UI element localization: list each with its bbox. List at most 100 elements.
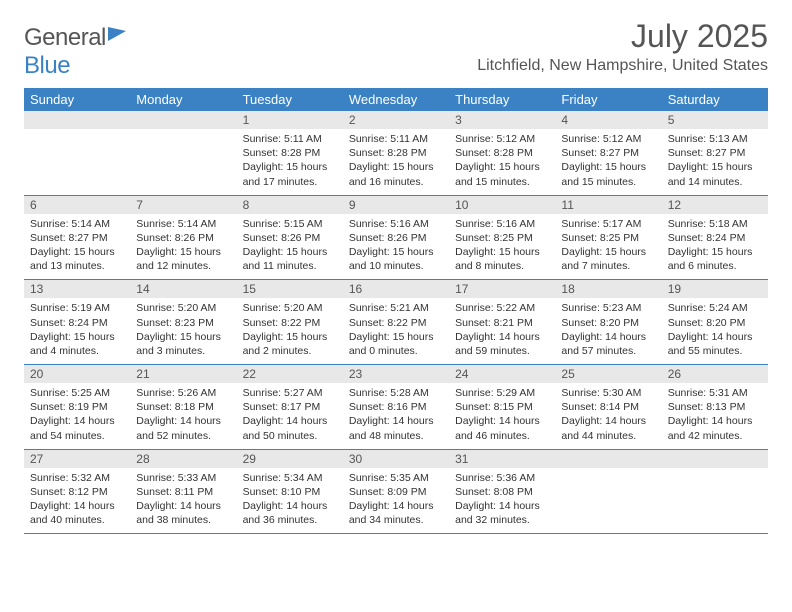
daylight-text: Daylight: 14 hours and 50 minutes. bbox=[243, 414, 337, 442]
sunrise-text: Sunrise: 5:19 AM bbox=[30, 301, 124, 315]
daylight-text: Daylight: 15 hours and 4 minutes. bbox=[30, 330, 124, 358]
calendar-week: 27 Sunrise: 5:32 AMSunset: 8:12 PMDayligh… bbox=[24, 449, 768, 534]
calendar-day: 24Sunrise: 5:29 AMSunset: 8:15 PMDayligh… bbox=[449, 365, 555, 450]
daylight-text: Daylight: 14 hours and 55 minutes. bbox=[668, 330, 762, 358]
sunrise-text: Sunrise: 5:16 AM bbox=[455, 217, 549, 231]
daylight-text: Daylight: 15 hours and 2 minutes. bbox=[243, 330, 337, 358]
day-number: 27 bbox=[24, 450, 130, 468]
daylight-text: Daylight: 15 hours and 17 minutes. bbox=[243, 160, 337, 188]
day-number: 19 bbox=[662, 280, 768, 298]
sunrise-text: Sunrise: 5:31 AM bbox=[668, 386, 762, 400]
day-number: 25 bbox=[555, 365, 661, 383]
daylight-text: Daylight: 14 hours and 52 minutes. bbox=[136, 414, 230, 442]
day-number: 2 bbox=[343, 111, 449, 129]
day-details: Sunrise: 5:20 AMSunset: 8:22 PMDaylight:… bbox=[237, 298, 343, 364]
day-number: 9 bbox=[343, 196, 449, 214]
calendar-day: 18Sunrise: 5:23 AMSunset: 8:20 PMDayligh… bbox=[555, 280, 661, 365]
col-saturday: Saturday bbox=[662, 88, 768, 111]
day-details: Sunrise: 5:14 AMSunset: 8:27 PMDaylight:… bbox=[24, 214, 130, 280]
sunrise-text: Sunrise: 5:16 AM bbox=[349, 217, 443, 231]
sunrise-text: Sunrise: 5:12 AM bbox=[561, 132, 655, 146]
day-details: Sunrise: 5:24 AMSunset: 8:20 PMDaylight:… bbox=[662, 298, 768, 364]
day-details: Sunrise: 5:18 AMSunset: 8:24 PMDaylight:… bbox=[662, 214, 768, 280]
day-details: Sunrise: 5:16 AMSunset: 8:25 PMDaylight:… bbox=[449, 214, 555, 280]
calendar-day bbox=[555, 449, 661, 534]
calendar-day: 9 Sunrise: 5:16 AMSunset: 8:26 PMDaylight… bbox=[343, 195, 449, 280]
sunset-text: Sunset: 8:26 PM bbox=[136, 231, 230, 245]
day-number: 21 bbox=[130, 365, 236, 383]
sunset-text: Sunset: 8:26 PM bbox=[349, 231, 443, 245]
sunrise-text: Sunrise: 5:32 AM bbox=[30, 471, 124, 485]
day-number: 24 bbox=[449, 365, 555, 383]
calendar-day: 25 Sunrise: 5:30 AMSunset: 8:14 PMDayligh… bbox=[555, 365, 661, 450]
calendar-table: Sunday Monday Tuesday Wednesday Thursday… bbox=[24, 88, 768, 534]
calendar-body: 1Sunrise: 5:11 AMSunset: 8:28 PMDaylight… bbox=[24, 111, 768, 534]
calendar-day: 11Sunrise: 5:17 AMSunset: 8:25 PMDayligh… bbox=[555, 195, 661, 280]
sunset-text: Sunset: 8:28 PM bbox=[243, 146, 337, 160]
sunset-text: Sunset: 8:12 PM bbox=[30, 485, 124, 499]
daylight-text: Daylight: 15 hours and 14 minutes. bbox=[668, 160, 762, 188]
sunset-text: Sunset: 8:09 PM bbox=[349, 485, 443, 499]
sunset-text: Sunset: 8:15 PM bbox=[455, 400, 549, 414]
daylight-text: Daylight: 15 hours and 15 minutes. bbox=[455, 160, 549, 188]
day-number bbox=[662, 450, 768, 468]
daylight-text: Daylight: 15 hours and 13 minutes. bbox=[30, 245, 124, 273]
sunset-text: Sunset: 8:14 PM bbox=[561, 400, 655, 414]
sunrise-text: Sunrise: 5:22 AM bbox=[455, 301, 549, 315]
sunrise-text: Sunrise: 5:20 AM bbox=[136, 301, 230, 315]
day-details: Sunrise: 5:12 AMSunset: 8:28 PMDaylight:… bbox=[449, 129, 555, 195]
sunrise-text: Sunrise: 5:24 AM bbox=[668, 301, 762, 315]
calendar-day: 7Sunrise: 5:14 AMSunset: 8:26 PMDaylight… bbox=[130, 195, 236, 280]
day-number: 31 bbox=[449, 450, 555, 468]
calendar-day bbox=[662, 449, 768, 534]
sunrise-text: Sunrise: 5:34 AM bbox=[243, 471, 337, 485]
day-details: Sunrise: 5:34 AMSunset: 8:10 PMDaylight:… bbox=[237, 468, 343, 534]
calendar-day: 13Sunrise: 5:19 AMSunset: 8:24 PMDayligh… bbox=[24, 280, 130, 365]
daylight-text: Daylight: 15 hours and 16 minutes. bbox=[349, 160, 443, 188]
daylight-text: Daylight: 14 hours and 59 minutes. bbox=[455, 330, 549, 358]
brand-text: GeneralBlue bbox=[24, 24, 126, 80]
calendar-day: 19Sunrise: 5:24 AMSunset: 8:20 PMDayligh… bbox=[662, 280, 768, 365]
day-details: Sunrise: 5:15 AMSunset: 8:26 PMDaylight:… bbox=[237, 214, 343, 280]
day-details: Sunrise: 5:33 AMSunset: 8:11 PMDaylight:… bbox=[130, 468, 236, 534]
sunrise-text: Sunrise: 5:11 AM bbox=[349, 132, 443, 146]
sunrise-text: Sunrise: 5:30 AM bbox=[561, 386, 655, 400]
col-thursday: Thursday bbox=[449, 88, 555, 111]
daylight-text: Daylight: 15 hours and 11 minutes. bbox=[243, 245, 337, 273]
triangle-icon bbox=[108, 27, 126, 41]
day-details: Sunrise: 5:12 AMSunset: 8:27 PMDaylight:… bbox=[555, 129, 661, 195]
day-number: 30 bbox=[343, 450, 449, 468]
sunset-text: Sunset: 8:26 PM bbox=[243, 231, 337, 245]
daylight-text: Daylight: 14 hours and 44 minutes. bbox=[561, 414, 655, 442]
daylight-text: Daylight: 15 hours and 10 minutes. bbox=[349, 245, 443, 273]
sunset-text: Sunset: 8:27 PM bbox=[561, 146, 655, 160]
sunset-text: Sunset: 8:27 PM bbox=[30, 231, 124, 245]
daylight-text: Daylight: 14 hours and 54 minutes. bbox=[30, 414, 124, 442]
month-title: July 2025 bbox=[477, 18, 768, 55]
day-details: Sunrise: 5:29 AMSunset: 8:15 PMDaylight:… bbox=[449, 383, 555, 449]
sunrise-text: Sunrise: 5:35 AM bbox=[349, 471, 443, 485]
sunrise-text: Sunrise: 5:11 AM bbox=[243, 132, 337, 146]
calendar-day: 6Sunrise: 5:14 AMSunset: 8:27 PMDaylight… bbox=[24, 195, 130, 280]
sunset-text: Sunset: 8:21 PM bbox=[455, 316, 549, 330]
calendar-day: 8Sunrise: 5:15 AMSunset: 8:26 PMDaylight… bbox=[237, 195, 343, 280]
day-number: 1 bbox=[237, 111, 343, 129]
day-details: Sunrise: 5:26 AMSunset: 8:18 PMDaylight:… bbox=[130, 383, 236, 449]
calendar-day: 5Sunrise: 5:13 AMSunset: 8:27 PMDaylight… bbox=[662, 111, 768, 195]
col-sunday: Sunday bbox=[24, 88, 130, 111]
daylight-text: Daylight: 14 hours and 40 minutes. bbox=[30, 499, 124, 527]
daylight-text: Daylight: 15 hours and 7 minutes. bbox=[561, 245, 655, 273]
day-number: 14 bbox=[130, 280, 236, 298]
day-number: 4 bbox=[555, 111, 661, 129]
sunrise-text: Sunrise: 5:26 AM bbox=[136, 386, 230, 400]
day-number: 18 bbox=[555, 280, 661, 298]
sunset-text: Sunset: 8:13 PM bbox=[668, 400, 762, 414]
sunset-text: Sunset: 8:22 PM bbox=[349, 316, 443, 330]
brand-word1: General bbox=[24, 24, 106, 51]
calendar-day: 27 Sunrise: 5:32 AMSunset: 8:12 PMDayligh… bbox=[24, 449, 130, 534]
sunrise-text: Sunrise: 5:28 AM bbox=[349, 386, 443, 400]
day-details: Sunrise: 5:14 AMSunset: 8:26 PMDaylight:… bbox=[130, 214, 236, 280]
day-details: Sunrise: 5:19 AMSunset: 8:24 PMDaylight:… bbox=[24, 298, 130, 364]
sunrise-text: Sunrise: 5:27 AM bbox=[243, 386, 337, 400]
day-number: 23 bbox=[343, 365, 449, 383]
